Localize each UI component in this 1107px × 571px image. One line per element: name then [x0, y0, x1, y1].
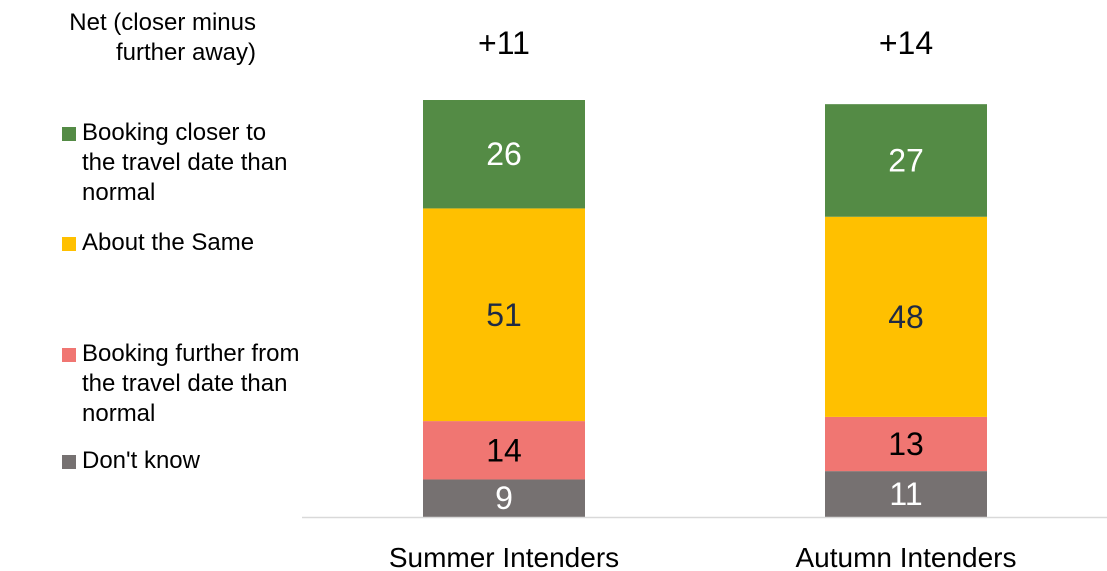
legend-swatch-dont-know: [62, 455, 76, 469]
data-label-summer-intenders-about-the-same: 51: [486, 297, 522, 333]
data-label-autumn-intenders-booking-further-from-the-travel-date-than-normal: 13: [888, 426, 924, 462]
net-label-summer-intenders: +11: [478, 25, 530, 61]
legend-label-dont-know: Don't know: [82, 447, 200, 474]
bar-summer-intenders-don-t-know: [423, 479, 585, 517]
bar-summer-intenders-booking-closer-to-the-travel-date-than-normal: [423, 100, 585, 209]
legend-item-dont-know: Don't know: [62, 446, 302, 476]
data-label-autumn-intenders-booking-closer-to-the-travel-date-than-normal: 27: [888, 142, 924, 178]
category-label-autumn-intenders: Autumn Intenders: [795, 542, 1016, 571]
legend-label-booking-further: Booking further from the travel date tha…: [82, 340, 300, 427]
data-label-summer-intenders-don-t-know: 9: [495, 480, 513, 516]
data-label-autumn-intenders-don-t-know: 11: [889, 476, 922, 512]
bar-autumn-intenders-don-t-know: [825, 471, 987, 517]
legend-item-booking-further: Booking further from the travel date tha…: [62, 339, 302, 429]
bar-autumn-intenders-booking-further-from-the-travel-date-than-normal: [825, 416, 987, 472]
net-label-autumn-intenders: +14: [879, 25, 933, 61]
legend-label-about-the-same: About the Same: [82, 229, 255, 256]
bar-autumn-intenders-about-the-same: [825, 216, 987, 417]
bar-summer-intenders-about-the-same: [423, 208, 585, 422]
bar-autumn-intenders-booking-closer-to-the-travel-date-than-normal: [825, 104, 987, 217]
bar-summer-intenders-booking-further-from-the-travel-date-than-normal: [423, 421, 585, 480]
legend: Net (closer minus further away) Booking …: [0, 0, 300, 571]
legend-item-about-the-same: About the Same: [62, 228, 302, 258]
category-label-summer-intenders: Summer Intenders: [389, 542, 619, 571]
legend-swatch-booking-further: [62, 348, 76, 362]
legend-label-booking-closer: Booking closer to the travel date than n…: [82, 119, 288, 206]
data-label-autumn-intenders-about-the-same: 48: [888, 299, 924, 335]
legend-swatch-booking-closer: [62, 127, 76, 141]
data-label-summer-intenders-booking-closer-to-the-travel-date-than-normal: 26: [486, 136, 522, 172]
legend-swatch-about-the-same: [62, 237, 76, 251]
net-legend-title: Net (closer minus further away): [69, 9, 256, 66]
legend-item-booking-closer: Booking closer to the travel date than n…: [62, 118, 302, 208]
data-label-summer-intenders-booking-further-from-the-travel-date-than-normal: 14: [486, 432, 522, 468]
